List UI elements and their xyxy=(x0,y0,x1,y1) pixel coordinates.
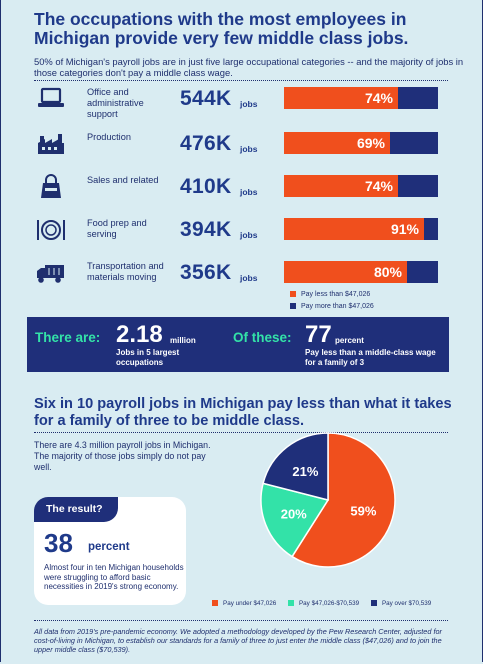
pie-slice-label: 21% xyxy=(292,464,318,479)
stacked-bar: 74% xyxy=(284,175,438,197)
result-tab: The result? xyxy=(34,497,118,522)
band-left-caption: Jobs in 5 largest occupations xyxy=(116,348,180,367)
occupation-label: Transportation and materials moving xyxy=(87,261,164,282)
divider xyxy=(34,620,448,621)
pie-legend-over: Pay over $70,539 xyxy=(370,600,432,607)
bar-segment-over xyxy=(390,132,438,154)
bar-segment-under: 74% xyxy=(284,87,398,109)
pie-slice-under xyxy=(291,432,396,568)
jobs-count: 410K xyxy=(180,175,232,198)
jobs-count: 476K xyxy=(180,132,232,155)
band-left-number: 2.18 xyxy=(116,321,163,348)
occupation-row: Office and administrative support 544K job… xyxy=(34,83,448,123)
pie-slice-label: 59% xyxy=(350,503,376,518)
pie-legend-label-middle: Pay $47,026-$70,539 xyxy=(298,600,360,607)
band-right-number: 77 xyxy=(305,321,332,348)
legend-swatch-over xyxy=(290,303,296,310)
laptop-icon xyxy=(34,85,68,113)
bar-pct-label: 69% xyxy=(356,135,385,151)
shopping-bag-icon xyxy=(34,173,68,201)
page-subtitle: 50% of Michigan's payroll jobs are in ju… xyxy=(34,56,464,78)
stacked-bar: 74% xyxy=(284,87,438,109)
bar-segment-under: 91% xyxy=(284,218,424,240)
bar-segment-over xyxy=(398,175,438,197)
occupation-label: Food prep and serving xyxy=(87,218,147,239)
jobs-unit: jobs xyxy=(240,99,258,109)
result-unit: percent xyxy=(88,541,130,553)
occupation-row: Production 476K jobs 69% xyxy=(34,128,448,168)
bar-pct-label: 91% xyxy=(390,221,419,237)
occupation-label: Office and administrative support xyxy=(87,87,144,119)
pie-legend-middle: Pay $47,026-$70,539 xyxy=(287,600,360,607)
jobs-count: 544K xyxy=(180,87,232,110)
jobs-count: 356K xyxy=(180,261,232,284)
pie-slice-label: 20% xyxy=(281,507,307,522)
plate-fork-knife-icon xyxy=(34,216,68,244)
band-right-lead: Of these: xyxy=(233,330,292,345)
bar-pct-label: 74% xyxy=(364,90,393,106)
pie-legend-label-over: Pay over $70,539 xyxy=(381,600,432,607)
result-number: 38 xyxy=(44,528,73,558)
occupation-row: Sales and related 410K jobs 74% xyxy=(34,171,448,211)
occupation-row: Food prep and serving 394K jobs 91% xyxy=(34,214,448,254)
bar-segment-under: 69% xyxy=(284,132,390,154)
page-title: The occupations with the most employees … xyxy=(34,9,409,48)
stacked-bar: 80% xyxy=(284,261,438,283)
delivery-truck-icon xyxy=(34,259,68,287)
pie-legend-swatch-over xyxy=(370,600,377,607)
factory-icon xyxy=(34,130,68,158)
pie-legend-under: Pay under $47,026 xyxy=(212,600,276,607)
stacked-bar: 91% xyxy=(284,218,438,240)
legend-label-over: Pay more than $47,026 xyxy=(301,303,374,310)
jobs-unit: jobs xyxy=(240,230,258,240)
occupation-label: Production xyxy=(87,132,131,142)
pie-legend-swatch-middle xyxy=(287,600,294,607)
pie-legend-label-under: Pay under $47,026 xyxy=(223,600,277,607)
band-right-unit: percent xyxy=(335,336,364,345)
pie-slice-middle xyxy=(260,482,330,558)
result-card: The result? 38 percent Almost four in te… xyxy=(34,497,186,605)
legend-item-over: Pay more than $47,026 xyxy=(290,301,374,313)
divider xyxy=(34,80,448,81)
jobs-count: 394K xyxy=(180,218,232,241)
bar-segment-under: 80% xyxy=(284,261,407,283)
bar-pct-label: 74% xyxy=(364,178,393,194)
band-left-lead: There are: xyxy=(35,330,101,345)
band-right-caption: Pay less than a middle-class wage for a … xyxy=(305,348,436,367)
stacked-bar: 69% xyxy=(284,132,438,154)
jobs-unit: jobs xyxy=(240,273,258,283)
bar-segment-over xyxy=(424,218,438,240)
pie-legend-swatch-under xyxy=(212,600,218,607)
pie-slice-over xyxy=(262,432,329,501)
intro-text: There are 4.3 million payroll jobs in Mi… xyxy=(34,440,211,472)
bar-legend: Pay less than $47,026 Pay more than $47,… xyxy=(290,289,374,313)
bar-pct-label: 80% xyxy=(373,264,402,280)
divider xyxy=(34,432,448,433)
jobs-unit: jobs xyxy=(240,187,258,197)
footnote: All data from 2019's pre-pandemic econom… xyxy=(34,627,442,654)
bar-segment-over xyxy=(398,87,438,109)
pay-pie-chart: 59% 20% 21% xyxy=(260,432,396,568)
band-left-unit: million xyxy=(170,336,196,345)
pie-legend: Pay under $47,026 Pay $47,026-$70,539 Pa… xyxy=(212,600,452,607)
bar-segment-over xyxy=(407,261,438,283)
bar-segment-under: 74% xyxy=(284,175,398,197)
legend-swatch-under xyxy=(290,291,296,298)
summary-band: There are: 2.18 million Jobs in 5 larges… xyxy=(27,317,449,372)
legend-label-under: Pay less than $47,026 xyxy=(301,291,371,298)
result-text: Almost four in ten Michigan households w… xyxy=(44,563,184,591)
result-tab-label: The result? xyxy=(46,503,103,515)
section-title: Six in 10 payroll jobs in Michigan pay l… xyxy=(34,396,452,429)
legend-item-under: Pay less than $47,026 xyxy=(290,289,374,301)
occupation-row: Transportation and materials moving 356K j… xyxy=(34,257,448,297)
occupation-label: Sales and related xyxy=(87,175,159,185)
jobs-unit: jobs xyxy=(240,144,258,154)
